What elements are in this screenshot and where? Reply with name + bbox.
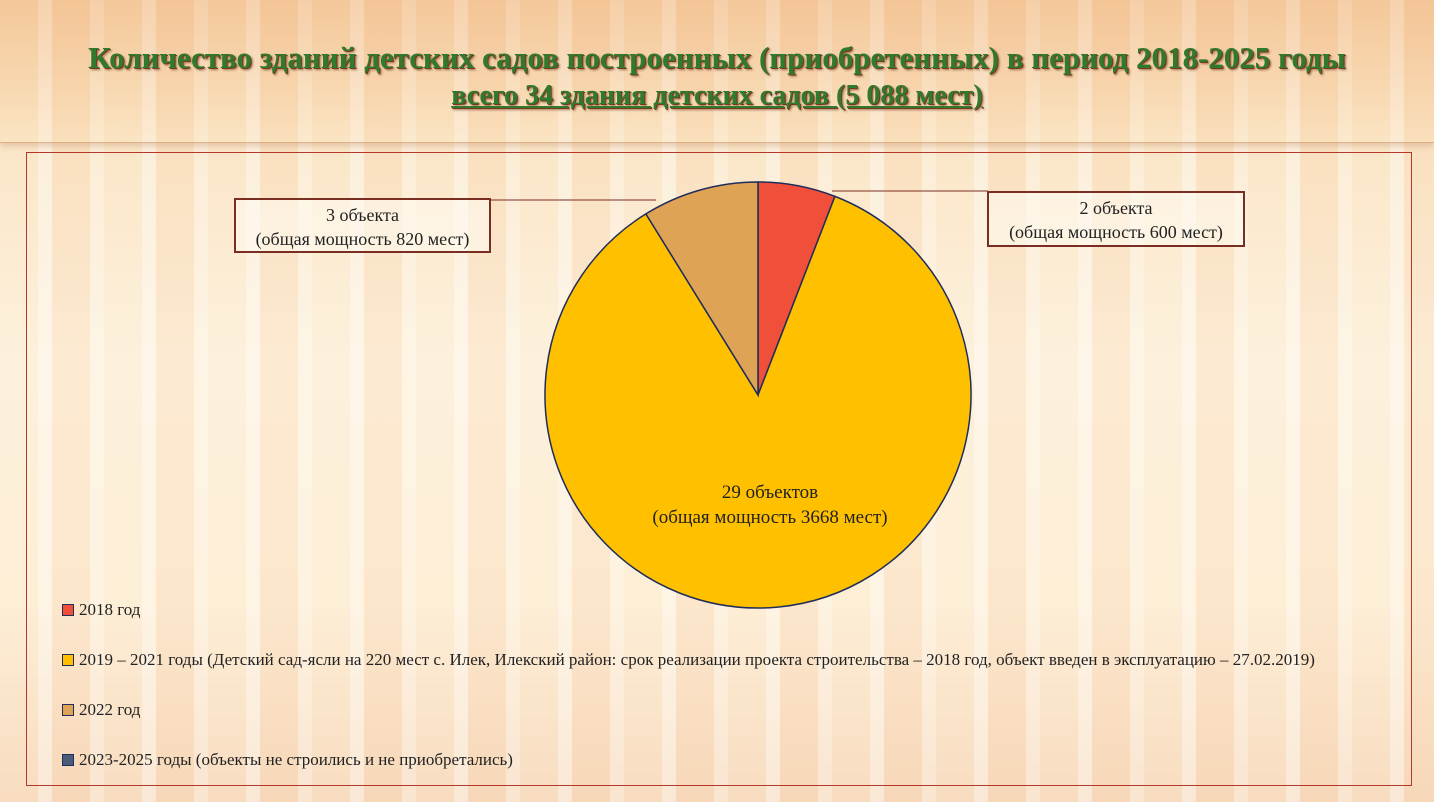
legend-label-2023-2025: 2023-2025 годы (объекты не строились и н…: [79, 750, 513, 769]
legend-item-2022: 2022 год: [62, 700, 1402, 750]
legend-label-2022: 2022 год: [79, 700, 141, 719]
slice-label-2019-2021: 29 объектов (общая мощность 3668 мест): [620, 480, 920, 530]
slice-label-2019-2021-line2: (общая мощность 3668 мест): [652, 507, 888, 528]
pie-slice-2022: [644, 181, 759, 398]
header-band: [0, 0, 1434, 143]
page-subtitle: всего 34 здания детских садов (5 088 мес…: [451, 80, 983, 111]
slice-label-2019-2021-line1: 29 объектов: [721, 482, 819, 503]
legend-item-2023-2025: 2023-2025 годы (объекты не строились и н…: [62, 750, 1402, 800]
callout-2022-line2: (общая мощность 820 мест): [255, 229, 470, 249]
legend-label-2018: 2018 год: [79, 600, 141, 619]
legend-item-2018: 2018 год: [62, 600, 1402, 650]
chart-legend: 2018 год 2019 – 2021 годы (Детский сад-я…: [62, 600, 1402, 800]
legend-swatch-2019-2021: [62, 654, 74, 666]
callout-2022-line1: 3 объекта: [325, 205, 400, 225]
legend-swatch-2022: [62, 704, 74, 716]
callout-2018: 2 объекта (общая мощность 600 мест): [987, 191, 1245, 247]
legend-item-2019-2021: 2019 – 2021 годы (Детский сад-ясли на 22…: [62, 650, 1402, 700]
page-title: Количество зданий детских садов построен…: [88, 40, 1346, 75]
pie-slice-2019-2021: [544, 195, 972, 609]
callout-2018-line2: (общая мощность 600 мест): [1009, 222, 1223, 242]
legend-swatch-2018: [62, 604, 74, 616]
legend-label-2019-2021: 2019 – 2021 годы (Детский сад-ясли на 22…: [79, 650, 1315, 669]
callout-2022: 3 объекта (общая мощность 820 мест): [234, 198, 491, 253]
callout-2018-line1: 2 объекта: [1079, 198, 1153, 218]
legend-swatch-2023-2025: [62, 754, 74, 766]
chart-frame: [26, 152, 1412, 786]
pie-slices: [544, 181, 972, 609]
